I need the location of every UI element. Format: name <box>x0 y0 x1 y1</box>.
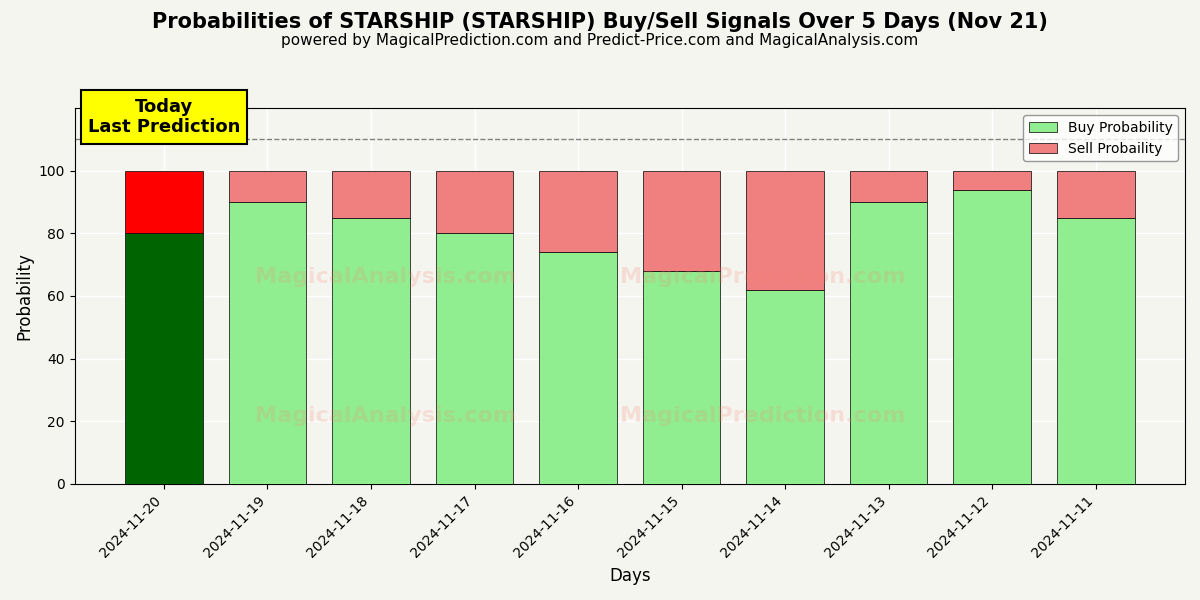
Y-axis label: Probability: Probability <box>16 252 34 340</box>
Text: Probabilities of STARSHIP (STARSHIP) Buy/Sell Signals Over 5 Days (Nov 21): Probabilities of STARSHIP (STARSHIP) Buy… <box>152 12 1048 32</box>
Bar <box>539 252 617 484</box>
Bar <box>332 171 410 218</box>
Text: MagicalAnalysis.com: MagicalAnalysis.com <box>254 406 516 426</box>
Bar <box>332 218 410 484</box>
X-axis label: Days: Days <box>610 567 650 585</box>
Bar <box>436 171 514 233</box>
Bar <box>229 171 306 202</box>
Bar <box>643 271 720 484</box>
Bar <box>1057 171 1134 218</box>
Bar <box>643 171 720 271</box>
Text: MagicalPrediction.com: MagicalPrediction.com <box>620 406 906 426</box>
Bar <box>746 290 824 484</box>
Bar <box>539 171 617 252</box>
Bar <box>229 202 306 484</box>
Bar <box>1057 218 1134 484</box>
Text: MagicalAnalysis.com: MagicalAnalysis.com <box>254 267 516 287</box>
Bar <box>436 233 514 484</box>
Bar <box>953 190 1031 484</box>
Bar <box>850 202 928 484</box>
Bar <box>850 171 928 202</box>
Bar <box>953 171 1031 190</box>
Text: powered by MagicalPrediction.com and Predict-Price.com and MagicalAnalysis.com: powered by MagicalPrediction.com and Pre… <box>281 33 919 48</box>
Bar <box>125 171 203 233</box>
Text: MagicalPrediction.com: MagicalPrediction.com <box>620 267 906 287</box>
Legend: Buy Probability, Sell Probaility: Buy Probability, Sell Probaility <box>1024 115 1178 161</box>
Text: Today
Last Prediction: Today Last Prediction <box>88 98 240 136</box>
Bar <box>746 171 824 290</box>
Bar <box>125 233 203 484</box>
